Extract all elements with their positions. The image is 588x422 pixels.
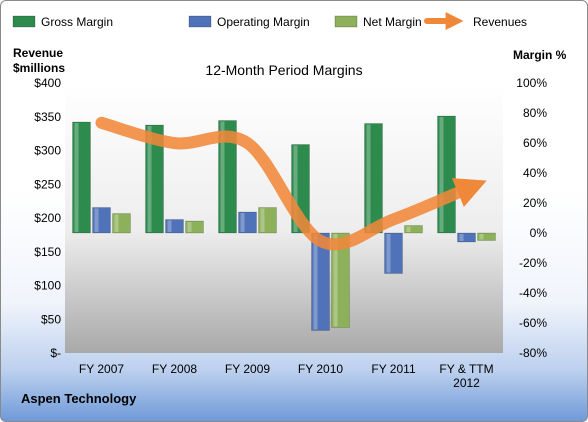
right-tick-label: -20% [519,256,547,270]
x-tick-label: FY 2007 [79,362,124,376]
gross-margin-bar [218,120,237,234]
left-tick-label: $100 [34,279,61,293]
net-margin-legend-label: Net Margin [363,15,422,29]
right-tick-label: -40% [519,286,547,300]
operating-margin-bar [457,232,476,243]
right-tick-label: 60% [523,136,547,150]
operating-margin-bar-highlight [386,234,391,273]
x-tick-label: FY 2010 [298,362,343,376]
gross-margin-bar-highlight [293,145,298,232]
net-margin-bar-highlight [479,234,484,240]
operating-margin-bar [384,232,403,274]
net-margin-bar-highlight [260,208,265,232]
right-axis: -80% -60% -40% -20% 0% 20% 40% 60% 80% 100% Margin… [513,48,567,360]
legend: Gross Margin Operating Margin Net Margin Re… [12,12,527,30]
right-tick-label: -80% [519,346,547,360]
net-margin-bar [404,225,423,234]
x-tick-label: FY & TTM [439,362,493,376]
left-axis-title: Revenue [13,46,63,60]
left-tick-label: $- [50,346,61,360]
net-margin-bar-highlight [187,222,192,232]
gross-margin-bar-highlight [366,124,371,232]
left-tick-label: $200 [34,211,61,225]
operating-margin-bar-highlight [94,208,99,232]
right-tick-label: -60% [519,316,547,330]
operating-margin-bar-highlight [167,220,172,232]
net-margin-bar [185,220,204,234]
gross-margin-bar [72,121,91,234]
x-axis: FY 2007 FY 2008 FY 2009 FY 2010 FY 2011 FY & … [79,362,494,390]
gross-margin-bar-highlight [439,117,444,232]
gross-margin-bar [145,124,164,234]
revenue-line [95,116,487,251]
right-tick-label: 100% [516,76,547,90]
revenues-legend-label: Revenues [473,15,527,29]
left-tick-label: $50 [41,312,61,326]
net-margin-bar [477,232,496,241]
right-tick-label: 40% [523,166,547,180]
right-tick-label: 20% [523,196,547,210]
gross-margin-bar-highlight [147,126,152,232]
right-tick-label: 0% [530,226,548,240]
operating-margin-bar [311,232,330,331]
x-tick-label: FY 2011 [371,362,416,376]
net-margin-bar-highlight [114,214,119,232]
left-tick-label: $300 [34,144,61,158]
operating-margin-bar [165,219,184,234]
left-axis: $- $50 $100 $150 $200 $250 $300 $350 $400 Revenue… [13,46,65,360]
gross-margin-legend-label: Gross Margin [41,15,113,29]
gross-margin-bar-highlight [220,121,225,232]
x-tick-label: FY 2009 [225,362,270,376]
operating-margin-bar-highlight [459,234,464,241]
revenues-line [95,116,487,251]
operating-margin-legend-label: Operating Margin [217,15,310,29]
net-margin-bar-highlight [333,234,338,327]
gross-margin-bar-highlight [74,123,79,232]
operating-margin-bar-highlight [313,234,318,330]
left-tick-label: $150 [34,245,61,259]
company-label: Aspen Technology [21,391,137,406]
net-margin-legend-swatch [334,15,358,28]
x-tick-label: 2012 [453,376,480,390]
net-margin-bar [258,207,277,234]
left-tick-label: $250 [34,177,61,191]
left-tick-label: $350 [34,110,61,124]
operating-margin-bar-highlight [240,213,245,232]
right-tick-label: 80% [523,106,547,120]
operating-margin-bar [92,207,111,234]
x-tick-label: FY 2008 [152,362,197,376]
operating-margin-bar [238,211,257,234]
left-axis-title: $millions [13,61,65,75]
operating-margin-legend-swatch [188,15,212,28]
net-margin-bar [112,213,131,234]
net-margin-bar [331,232,350,328]
net-margin-bar-highlight [406,226,411,232]
left-tick-label: $400 [34,76,61,90]
right-axis-title: Margin % [513,48,567,62]
gross-margin-legend-swatch [12,15,36,28]
chart-title: 12-Month Period Margins [205,62,362,78]
